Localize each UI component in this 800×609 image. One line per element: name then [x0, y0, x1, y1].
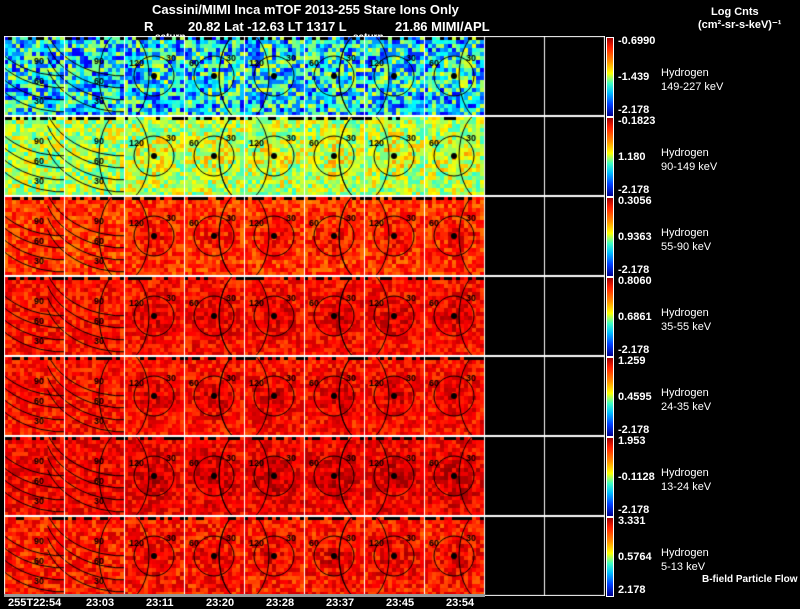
energy-panel-row: [4, 36, 605, 116]
colorbar-min-label: -2.178: [618, 264, 650, 276]
energy-range-label: 90-149 keV: [661, 161, 718, 173]
flux-image-canvas: [4, 36, 605, 116]
colorbar-mid-label: 0.5764: [618, 551, 652, 563]
flux-image-canvas: [4, 516, 605, 596]
colorbar-max-label: 1.953: [618, 435, 646, 447]
colorbar-mid-label: -0.1128: [618, 471, 655, 483]
colorbar-max-label: 0.8060: [618, 275, 652, 287]
colorbar-mid-label: 0.9363: [618, 231, 652, 243]
colorbar: [606, 517, 614, 597]
energy-range-label: 55-90 keV: [661, 241, 712, 253]
colorbar-min-label: -2.178: [618, 504, 650, 516]
energy-panel-row: [4, 516, 605, 596]
colorbar-mid-label: 0.4595: [618, 391, 652, 403]
x-tick-label: 23:37: [326, 597, 355, 609]
colorbar-min-label: -2.178: [618, 184, 650, 196]
x-tick-label: 23:03: [86, 597, 115, 609]
species-label: Hydrogen: [661, 467, 709, 479]
energy-range-label: 24-35 keV: [661, 401, 712, 413]
colorbar: [606, 357, 614, 437]
colorbar-mid-label: 1.180: [618, 151, 646, 163]
x-tick-label: 23:28: [266, 597, 295, 609]
colorbar-max-label: 1.259: [618, 355, 646, 367]
colorbar: [606, 437, 614, 517]
x-tick-label: 23:54: [446, 597, 475, 609]
colorbar-min-label: -2.178: [618, 344, 650, 356]
colorbar-max-label: -0.6990: [618, 35, 656, 47]
x-tick-label: 23:11: [146, 597, 174, 609]
ephemeris-text: 20.82 Lat -12.63 LT 1317 L: [188, 19, 347, 34]
species-label: Hydrogen: [661, 547, 709, 559]
species-label: Hydrogen: [661, 147, 709, 159]
flux-image-canvas: [4, 276, 605, 356]
x-tick-label: 23:45: [386, 597, 415, 609]
colorbar-max-label: 0.3056: [618, 195, 652, 207]
energy-panel-row: [4, 276, 605, 356]
l-shell-value: 21.86 MIMI/APL: [395, 19, 490, 34]
colorbar-max-label: 3.331: [618, 515, 646, 527]
colorbar: [606, 117, 614, 197]
species-label: Hydrogen: [661, 227, 709, 239]
flux-image-canvas: [4, 436, 605, 516]
x-tick-label: 23:20: [206, 597, 235, 609]
bfield-flow-label: B-field Particle Flow: [702, 574, 798, 585]
x-tick-label: 255T22:54: [8, 597, 62, 609]
energy-range-label: 5-13 keV: [661, 561, 706, 573]
energy-range-label: 149-227 keV: [661, 81, 724, 93]
plot-title: Cassini/MIMI Inca mTOF 2013-255 Stare Io…: [152, 2, 459, 17]
units-label: Log Cnts: [711, 6, 759, 18]
colorbar-max-label: -0.1823: [618, 115, 656, 127]
species-label: Hydrogen: [661, 387, 709, 399]
flux-image-canvas: [4, 116, 605, 196]
energy-range-label: 13-24 keV: [661, 481, 712, 493]
colorbar: [606, 197, 614, 277]
energy-panel-row: [4, 196, 605, 276]
energy-panel-row: [4, 436, 605, 516]
energy-panel-row: [4, 356, 605, 436]
colorbar: [606, 277, 614, 357]
flux-image-canvas: [4, 356, 605, 436]
energy-panel-row: [4, 116, 605, 196]
time-axis-bar: [4, 594, 485, 597]
colorbar-min-label: -2.178: [618, 104, 650, 116]
colorbar-min-label: -2.178: [618, 424, 650, 436]
r-label: R: [144, 19, 154, 34]
units-label-2: (cm²-sr-s-keV)⁻¹: [698, 19, 782, 31]
species-label: Hydrogen: [661, 67, 709, 79]
colorbar-mid-label: -1.439: [618, 71, 650, 83]
species-label: Hydrogen: [661, 307, 709, 319]
colorbar-mid-label: 0.6861: [618, 311, 652, 323]
flux-image-canvas: [4, 196, 605, 276]
energy-range-label: 35-55 keV: [661, 321, 712, 333]
colorbar: [606, 37, 614, 117]
colorbar-min-label: 2.178: [618, 584, 646, 596]
